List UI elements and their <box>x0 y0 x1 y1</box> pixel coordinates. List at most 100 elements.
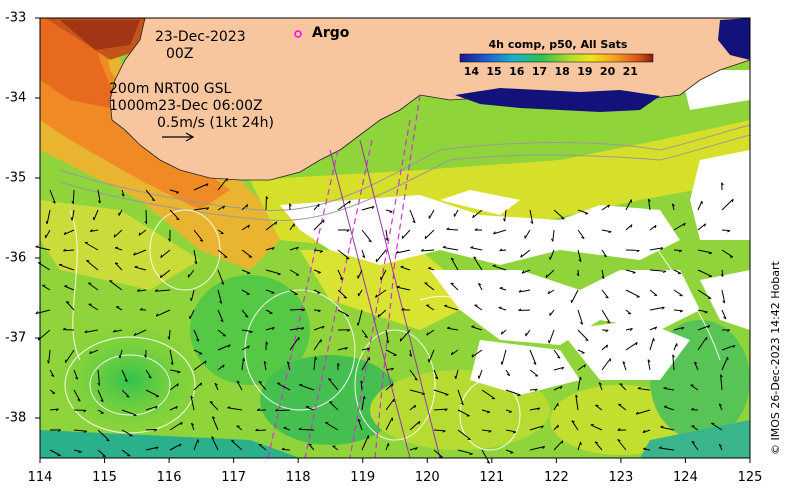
current-vector <box>169 369 181 373</box>
current-vector <box>289 308 306 311</box>
current-vector <box>625 224 633 231</box>
current-vector <box>145 389 160 397</box>
cold-coastal-patch <box>455 18 750 112</box>
current-vector-head <box>450 282 454 285</box>
current-vector <box>409 209 416 223</box>
current-vector <box>121 369 128 382</box>
current-vector-head <box>557 424 559 428</box>
current-vector <box>694 361 699 371</box>
x-tick-label: 119 <box>350 470 376 485</box>
current-vector <box>433 449 443 458</box>
current-vector-head <box>138 232 141 236</box>
current-vector-head <box>243 358 246 362</box>
x-tick-label: 120 <box>414 470 440 485</box>
current-vector-head <box>477 375 480 379</box>
current-vector-head <box>442 245 446 248</box>
current-vector <box>428 349 435 363</box>
current-vector-head <box>401 307 405 311</box>
current-vector <box>134 266 147 271</box>
current-vector-head <box>196 339 200 342</box>
current-vector-head <box>447 326 451 329</box>
current-vector-head <box>503 218 506 222</box>
current-vector-head <box>271 247 275 251</box>
scale-label: 0.5m/s (1kt 24h) <box>157 115 274 131</box>
current-vector-head <box>89 350 92 354</box>
colorbar-tick-label: 14 <box>463 65 479 78</box>
current-vector <box>169 189 180 193</box>
current-vector <box>313 249 323 252</box>
current-vector <box>721 344 736 351</box>
current-vector-head <box>337 362 340 366</box>
current-vector <box>601 249 607 257</box>
current-vector-head <box>258 380 262 383</box>
current-vector-head <box>548 340 550 344</box>
current-vector <box>63 249 75 252</box>
current-vector <box>193 382 203 391</box>
current-vector <box>385 417 393 431</box>
current-vector-head <box>322 219 325 223</box>
current-vector <box>577 309 584 325</box>
current-vector <box>577 376 581 391</box>
current-vector-head <box>446 227 450 230</box>
current-vector <box>190 289 195 301</box>
current-vector <box>193 249 198 264</box>
current-vector <box>481 449 490 464</box>
current-vector <box>595 404 603 411</box>
current-vector <box>471 349 483 358</box>
current-vector-head <box>176 383 179 387</box>
current-vector <box>673 309 683 312</box>
current-vector-head <box>603 255 607 258</box>
current-vector <box>217 329 227 337</box>
current-vector <box>697 325 710 331</box>
current-vector-head <box>517 394 521 397</box>
current-vector-head <box>360 380 364 384</box>
current-vector-head <box>581 236 585 239</box>
current-vector <box>474 304 483 311</box>
current-vector <box>637 388 651 391</box>
current-vector-head <box>619 383 623 385</box>
current-vector <box>275 409 291 412</box>
current-vector-head <box>409 353 412 357</box>
current-vector <box>93 209 99 221</box>
current-vector-head <box>124 379 128 382</box>
current-vector <box>577 209 589 214</box>
current-vector <box>73 369 79 380</box>
current-vector-head <box>57 429 61 432</box>
current-vector <box>63 229 75 236</box>
current-vector <box>385 329 389 343</box>
x-tick-label: 115 <box>92 470 117 485</box>
current-vector <box>424 229 435 240</box>
current-vector <box>109 280 123 291</box>
current-vector-head <box>630 224 633 228</box>
current-vector-head <box>247 224 250 229</box>
current-vector <box>426 304 435 311</box>
current-vector-head <box>113 234 116 238</box>
current-vector-head <box>204 360 207 364</box>
current-vector-head <box>302 308 306 312</box>
current-vector <box>505 429 517 433</box>
current-vector <box>121 429 133 437</box>
current-vector-head <box>442 430 446 433</box>
current-vector-head <box>399 338 402 342</box>
current-vector-head <box>488 430 492 433</box>
current-vector-head <box>134 265 138 268</box>
current-vector <box>444 305 459 311</box>
current-vector <box>169 443 182 451</box>
current-vector <box>545 269 555 278</box>
current-vector <box>673 269 682 274</box>
current-vector-head <box>190 297 192 301</box>
current-vector-head <box>167 336 170 340</box>
current-vector-head <box>691 440 695 443</box>
colorbar-title: 4h comp, p50, All Sats <box>488 38 628 51</box>
current-vector <box>553 440 564 451</box>
current-vector <box>457 429 471 440</box>
current-vector <box>529 388 538 391</box>
current-vector-head <box>289 203 292 207</box>
current-vector-head <box>508 411 512 413</box>
current-vector <box>375 289 387 298</box>
current-vector <box>357 419 363 431</box>
current-vector <box>357 309 363 326</box>
current-vector-head <box>601 276 605 279</box>
current-vector-head <box>426 332 429 336</box>
current-vector-head <box>533 362 537 365</box>
